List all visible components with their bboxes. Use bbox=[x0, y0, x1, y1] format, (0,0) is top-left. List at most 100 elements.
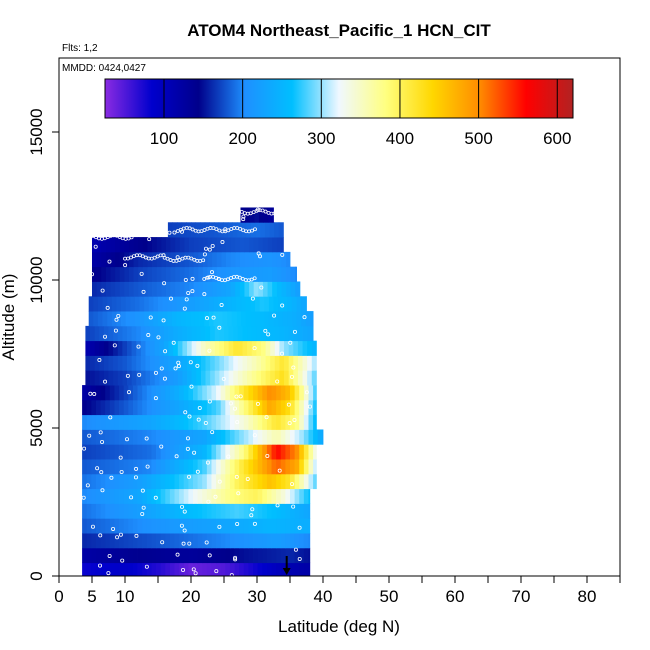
heatmap-cell bbox=[142, 251, 148, 268]
heatmap-cell bbox=[94, 355, 100, 371]
heatmap-cell bbox=[220, 459, 226, 475]
heatmap-cell bbox=[105, 251, 111, 268]
heatmap-cell bbox=[303, 385, 309, 401]
heatmap-cell bbox=[251, 370, 257, 386]
heatmap-cell bbox=[197, 459, 203, 475]
heatmap-cell bbox=[241, 296, 247, 312]
heatmap-cell bbox=[184, 251, 190, 268]
heatmap-cell bbox=[165, 518, 171, 534]
heatmap-cell bbox=[100, 385, 106, 401]
heatmap-cell bbox=[313, 399, 317, 416]
sample-point bbox=[177, 258, 182, 262]
heatmap-cell bbox=[216, 473, 222, 490]
heatmap-cell bbox=[85, 355, 91, 371]
heatmap-cell bbox=[165, 281, 171, 297]
heatmap-cell bbox=[152, 281, 158, 297]
heatmap-cell bbox=[214, 325, 220, 342]
heatmap-cell bbox=[105, 562, 111, 576]
heatmap-cell bbox=[109, 473, 115, 490]
heatmap-cell bbox=[205, 325, 211, 342]
sample-point bbox=[279, 351, 284, 356]
heatmap-cell bbox=[210, 355, 216, 371]
heatmap-cell bbox=[150, 325, 156, 342]
sample-point bbox=[214, 275, 218, 280]
heatmap-cell bbox=[230, 237, 236, 253]
heatmap-cell bbox=[119, 399, 125, 416]
heatmap-cell bbox=[294, 414, 300, 430]
heatmap-cell bbox=[119, 429, 125, 445]
sample-point bbox=[286, 402, 291, 407]
heatmap-cell bbox=[115, 266, 121, 282]
heatmap-cell bbox=[280, 533, 286, 549]
heatmap-cell bbox=[257, 503, 263, 519]
heatmap-cell bbox=[299, 488, 305, 504]
sample-point bbox=[162, 281, 167, 286]
sample-point bbox=[85, 233, 89, 238]
heatmap-cell bbox=[313, 414, 317, 430]
heatmap-cell bbox=[197, 429, 203, 445]
heatmap-cell bbox=[248, 562, 254, 576]
heatmap-cell bbox=[128, 533, 134, 549]
heatmap-cell bbox=[212, 237, 218, 253]
heatmap-cell bbox=[198, 266, 204, 282]
heatmap-cell bbox=[95, 547, 101, 564]
heatmap-cell bbox=[105, 444, 111, 460]
heatmap-cell bbox=[111, 296, 117, 312]
heatmap-cell bbox=[119, 266, 125, 282]
heatmap-cell bbox=[99, 355, 105, 371]
heatmap-cell bbox=[218, 311, 224, 327]
heatmap-cell bbox=[290, 518, 296, 534]
heatmap-cell bbox=[274, 340, 280, 356]
heatmap-cell bbox=[303, 473, 309, 490]
heatmap-cell bbox=[308, 503, 311, 519]
heatmap-cell bbox=[123, 518, 129, 534]
sample-point bbox=[183, 277, 188, 282]
heatmap-cell bbox=[165, 251, 171, 268]
sample-point bbox=[205, 460, 210, 465]
heatmap-cell bbox=[188, 473, 194, 490]
heatmap-cell bbox=[142, 281, 148, 297]
heatmap-cell bbox=[93, 296, 99, 312]
sample-point bbox=[103, 334, 108, 339]
heatmap-cell bbox=[299, 385, 305, 401]
heatmap-cell bbox=[282, 296, 288, 312]
sample-point bbox=[139, 271, 144, 276]
heatmap-cell bbox=[163, 325, 169, 342]
sample-point bbox=[291, 504, 296, 509]
sample-point bbox=[153, 396, 158, 401]
sample-point bbox=[188, 360, 193, 365]
heatmap-cell bbox=[297, 370, 303, 386]
heatmap-cell bbox=[86, 414, 92, 430]
heatmap-cell bbox=[101, 237, 107, 253]
heatmap-cell bbox=[105, 429, 111, 445]
sample-point bbox=[189, 256, 194, 261]
heatmap-cell bbox=[278, 311, 284, 327]
sample-point bbox=[238, 226, 243, 231]
heatmap-cell bbox=[146, 414, 152, 430]
heatmap-cell bbox=[290, 459, 296, 475]
heatmap-cell bbox=[109, 533, 115, 549]
heatmap-cell bbox=[224, 370, 230, 386]
heatmap-cell bbox=[247, 325, 253, 342]
heatmap-cell bbox=[117, 325, 123, 342]
heatmap-cell bbox=[294, 488, 300, 504]
heatmap-cell bbox=[242, 340, 248, 356]
heatmap-cell bbox=[159, 340, 165, 356]
heatmap-cell bbox=[161, 266, 167, 282]
sample-point bbox=[235, 521, 240, 526]
heatmap-cell bbox=[222, 311, 228, 327]
heatmap-cell bbox=[194, 311, 200, 327]
plot-frame bbox=[58, 57, 621, 577]
x-tick-label: 50 bbox=[380, 587, 399, 606]
heatmap-cell bbox=[290, 444, 296, 460]
heatmap-cell bbox=[308, 562, 311, 576]
heatmap-cell bbox=[206, 562, 212, 576]
heatmap-cell bbox=[133, 281, 139, 297]
heatmap-cell bbox=[265, 355, 271, 371]
heatmap-cell bbox=[308, 444, 314, 460]
heatmap-cell bbox=[241, 311, 247, 327]
heatmap-cell bbox=[258, 266, 264, 282]
heatmap-cell bbox=[243, 562, 249, 576]
altitude-layer bbox=[82, 518, 311, 534]
heatmap-cell bbox=[160, 518, 166, 534]
